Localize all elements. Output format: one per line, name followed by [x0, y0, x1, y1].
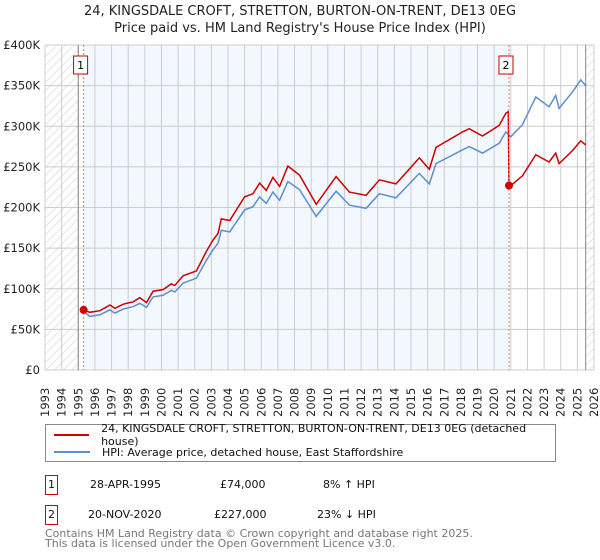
x-tick-label: 2001: [171, 388, 185, 417]
sale-label-box: [498, 55, 514, 75]
transaction-hpi-diff: 8% ↑ HPI: [323, 478, 375, 491]
transaction-hpi-diff: 23% ↓ HPI: [317, 508, 376, 521]
x-tick-label: 2010: [321, 388, 335, 417]
legend: 24, KINGSDALE CROFT, STRETTON, BURTON-ON…: [45, 422, 556, 462]
transaction-row: 1 28-APR-1995 £74,000 8% ↑ HPI: [45, 475, 445, 495]
y-tick-label: £250K: [3, 160, 40, 174]
footer-line-1: Contains HM Land Registry data © Crown c…: [45, 527, 473, 540]
y-tick-label: £100K: [3, 282, 40, 296]
y-tick-label: £50K: [11, 322, 41, 336]
x-tick-label: 2023: [537, 388, 551, 417]
y-tick-label: £150K: [3, 241, 40, 255]
x-tick-label: 2009: [304, 388, 318, 417]
x-tick-label: 2025: [570, 388, 584, 417]
x-tick-label: 2024: [554, 388, 568, 417]
x-tick-label: 2014: [387, 388, 401, 417]
footer: Contains HM Land Registry data © Crown c…: [45, 527, 473, 550]
x-tick-label: 2013: [371, 388, 385, 417]
x-tick-label: 2022: [520, 388, 534, 417]
x-tick-label: 2008: [288, 388, 302, 417]
x-tick-label: 2021: [504, 388, 518, 417]
transaction-row: 2 20-NOV-2020 £227,000 23% ↓ HPI: [45, 505, 445, 525]
legend-label-hpi: HPI: Average price, detached house, East…: [102, 445, 404, 459]
transaction-date: 20-NOV-2020: [88, 508, 162, 521]
legend-swatch-red: [54, 434, 90, 436]
x-tick-label: 2005: [238, 388, 252, 417]
x-tick-label: 2016: [421, 388, 435, 417]
transaction-marker: 1: [45, 475, 58, 495]
transaction-date: 28-APR-1995: [90, 478, 162, 491]
x-tick-label: 2019: [471, 388, 485, 417]
y-tick-label: £300K: [3, 119, 40, 133]
x-tick-label: 2000: [154, 388, 168, 417]
x-tick-label: 1995: [71, 388, 85, 417]
x-tick-label: 2006: [254, 388, 268, 417]
x-tick-label: 2018: [454, 388, 468, 417]
legend-swatch-blue: [54, 451, 90, 453]
y-tick-label: £400K: [3, 38, 40, 52]
x-tick-label: 2002: [188, 388, 202, 417]
x-tick-label: 2007: [271, 388, 285, 417]
x-tick-label: 1994: [55, 388, 69, 417]
transaction-marker: 2: [45, 505, 58, 525]
sale-label-box: [73, 55, 89, 75]
x-tick-label: 2026: [587, 388, 600, 417]
x-tick-label: 1993: [38, 388, 52, 417]
x-tick-label: 2015: [404, 388, 418, 417]
x-tick-label: 2012: [354, 388, 368, 417]
chart-title: 24, KINGSDALE CROFT, STRETTON, BURTON-ON…: [83, 4, 517, 19]
legend-label-property: 24, KINGSDALE CROFT, STRETTON, BURTON-ON…: [101, 422, 527, 448]
footer-line-2: This data is licensed under the Open Gov…: [45, 537, 396, 550]
sale-point: [79, 305, 88, 314]
x-tick-label: 2017: [437, 388, 451, 417]
x-tick-label: 2011: [337, 388, 351, 417]
sale-point: [504, 181, 513, 190]
x-tick-label: 1999: [138, 388, 152, 417]
legend-item-hpi: HPI: Average price, detached house, East…: [54, 444, 403, 460]
transaction-price: £74,000: [220, 478, 266, 491]
x-tick-label: 1997: [105, 388, 119, 417]
y-tick-label: £200K: [3, 201, 40, 215]
x-tick-label: 1998: [121, 388, 135, 417]
legend-item-property: 24, KINGSDALE CROFT, STRETTON, BURTON-ON…: [54, 422, 555, 448]
x-tick-label: 2003: [204, 388, 218, 417]
sale-label: 2: [502, 59, 509, 72]
x-tick-label: 1996: [88, 388, 102, 417]
transaction-price: £227,000: [214, 508, 267, 521]
x-tick-label: 2004: [221, 388, 235, 417]
sale-label: 1: [77, 59, 84, 72]
x-tick-label: 2020: [487, 388, 501, 417]
y-tick-label: £350K: [3, 79, 40, 93]
chart-subtitle: Price paid vs. HM Land Registry's House …: [114, 21, 486, 36]
y-tick-label: £0: [25, 363, 40, 377]
